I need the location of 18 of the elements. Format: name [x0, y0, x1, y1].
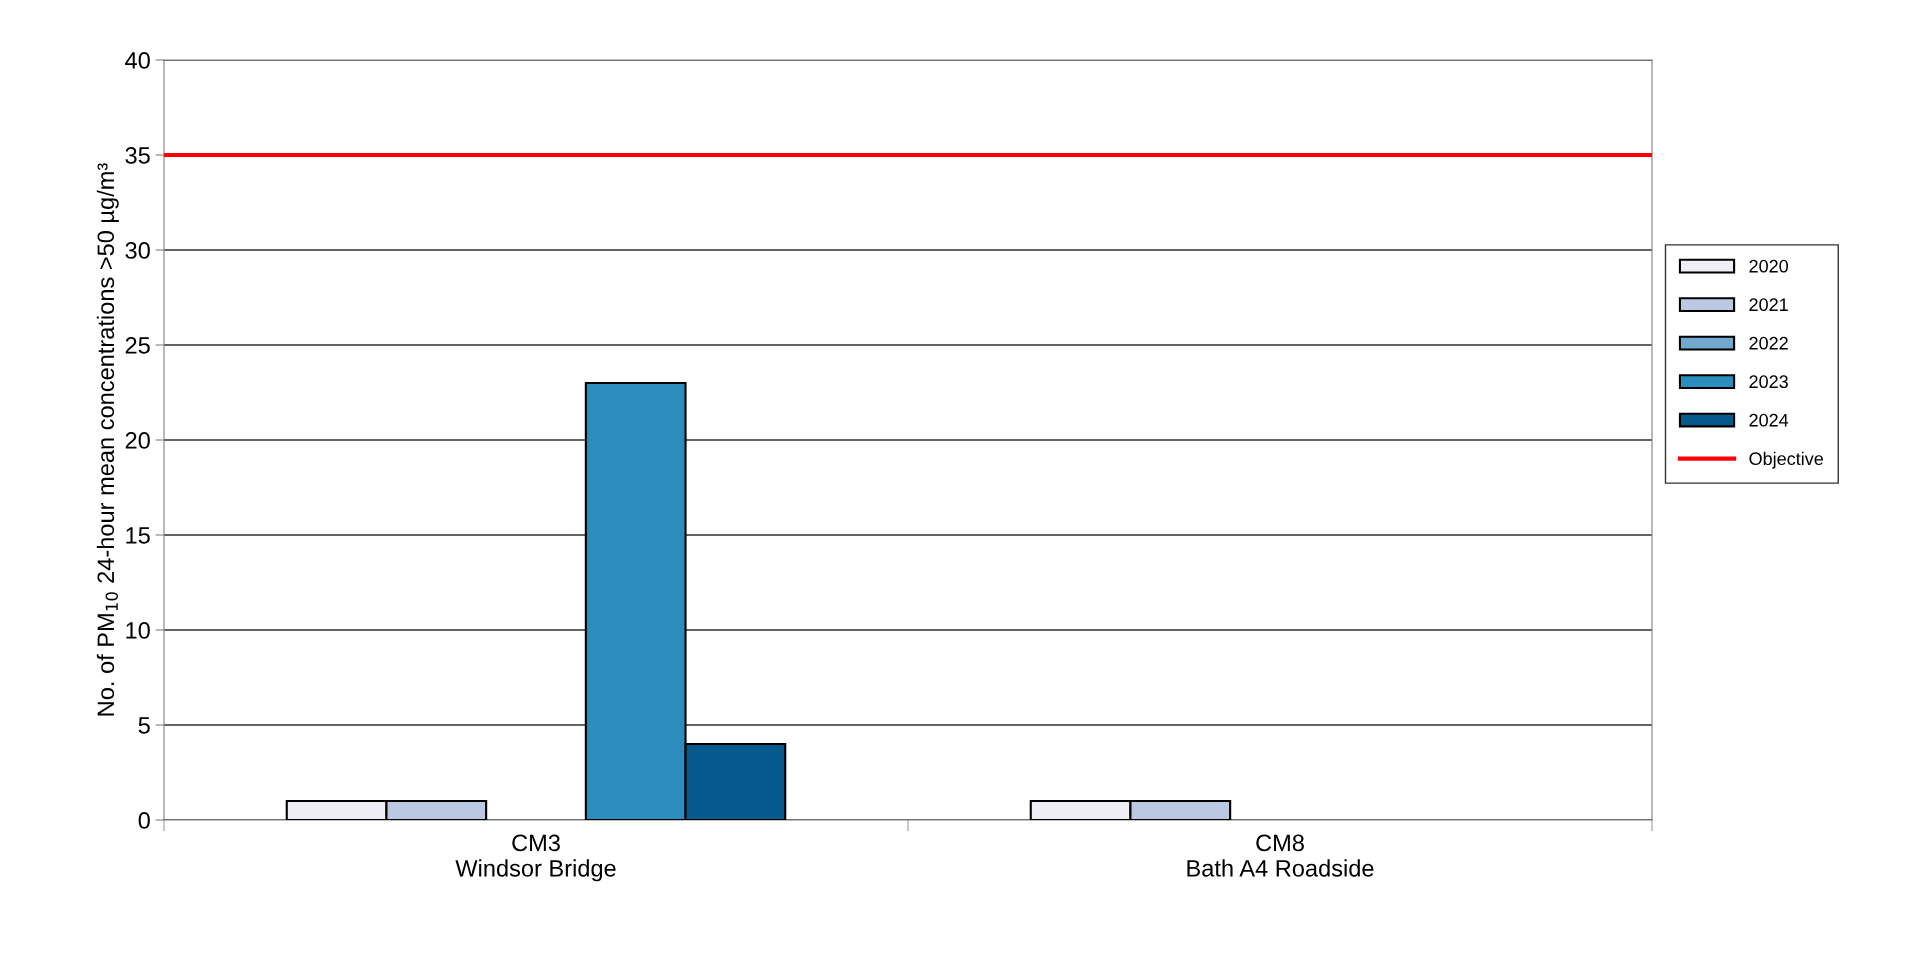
y-tick-label: 5 — [138, 717, 150, 734]
y-tick-label: 30 — [125, 242, 150, 259]
legend-label: Objective — [1749, 451, 1824, 469]
y-tick-label: 25 — [125, 337, 150, 354]
legend-label: 2022 — [1749, 336, 1788, 350]
y-axis-title: No. of PM$_{10}$ 24-hour mean concentrations >50 µg/m³ — [96, 163, 119, 716]
y-tick-label: 0 — [138, 812, 150, 829]
y-tick-label: 40 — [125, 52, 150, 69]
y-tick-label: 35 — [125, 147, 150, 164]
legend-label: 2021 — [1749, 298, 1788, 312]
y-tick-label: 15 — [126, 527, 150, 544]
legend-label: 2024 — [1749, 413, 1789, 427]
y-tick-label: 20 — [125, 432, 150, 449]
legend-label: 2023 — [1749, 375, 1788, 389]
x-tick-label: CM8 Bath A4 Roadside — [1187, 834, 1374, 877]
y-tick-label: 10 — [126, 622, 150, 639]
legend-label: 2020 — [1749, 259, 1789, 273]
x-tick-label: CM3 Windsor Bridge — [455, 834, 616, 882]
